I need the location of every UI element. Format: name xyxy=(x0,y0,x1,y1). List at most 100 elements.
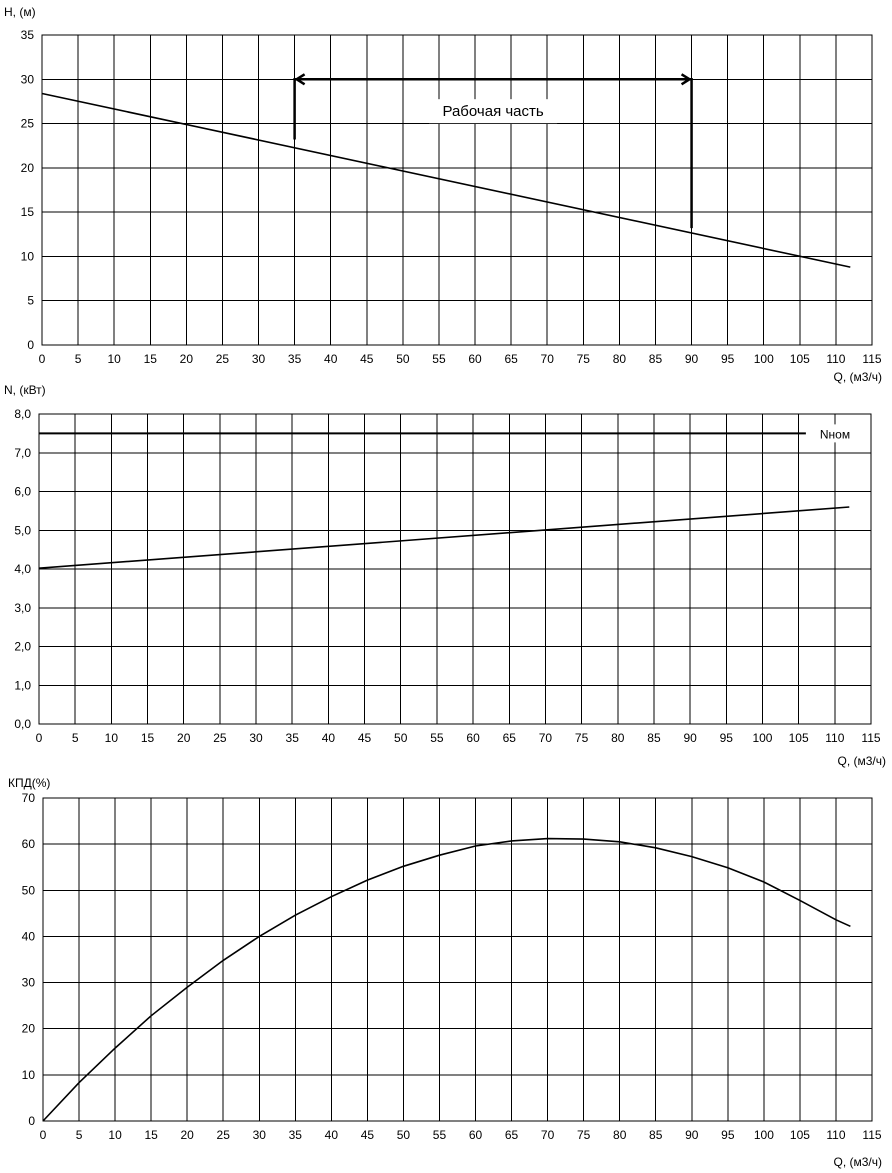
x-tick-label: 80 xyxy=(613,1128,627,1142)
x-tick-label: 10 xyxy=(108,1128,122,1142)
x-tick-label: 5 xyxy=(72,731,79,745)
x-tick-label: 35 xyxy=(289,1128,303,1142)
y-tick-label: 1,0 xyxy=(14,678,31,692)
y-tick-label: 20 xyxy=(21,161,35,175)
efficiency-chart-y-ticks: 0 10 20 30 40 50 60 70 xyxy=(22,791,36,1128)
efficiency-chart-y-label: КПД(%) xyxy=(8,776,50,790)
x-tick-label: 15 xyxy=(144,352,158,366)
x-tick-label: 60 xyxy=(466,731,480,745)
x-tick-label: 70 xyxy=(541,1128,555,1142)
y-tick-label: 30 xyxy=(22,976,36,990)
y-tick-label: 60 xyxy=(22,837,36,851)
efficiency-chart-grid xyxy=(43,798,872,1121)
efficiency-chart-x-ticks: 0 5 10 15 20 25 30 35 40 45 50 55 60 65 70 75 80 85 90 95 10… xyxy=(40,1128,882,1142)
x-tick-label: 65 xyxy=(504,352,518,366)
power-chart-x-ticks: 0 5 10 15 20 25 30 35 40 45 50 55 60 65 70 75 80 85 90 95 10… xyxy=(36,731,881,745)
x-tick-label: 35 xyxy=(286,731,300,745)
x-tick-label: 75 xyxy=(575,731,589,745)
x-tick-label: 90 xyxy=(683,731,697,745)
y-tick-label: 20 xyxy=(22,1022,36,1036)
head-chart-y-ticks: 0 5 10 15 20 25 30 35 xyxy=(21,28,35,352)
x-tick-label: 95 xyxy=(721,352,735,366)
x-tick-label: 55 xyxy=(430,731,444,745)
power-chart-frame xyxy=(38,413,872,725)
y-tick-label: 7,0 xyxy=(14,446,31,460)
power-chart-grid xyxy=(39,414,871,724)
x-tick-label: 80 xyxy=(611,731,625,745)
head-chart-x-ticks: 0 5 10 15 20 25 30 35 40 45 50 55 60 65 70 75 80 85 90 95 10… xyxy=(39,352,882,366)
y-tick-label: 30 xyxy=(21,72,35,86)
x-tick-label: 115 xyxy=(861,731,880,745)
x-tick-label: 60 xyxy=(469,1128,483,1142)
x-tick-label: 25 xyxy=(213,731,227,745)
x-tick-label: 110 xyxy=(825,731,844,745)
x-tick-label: 30 xyxy=(253,1128,267,1142)
x-tick-label: 95 xyxy=(720,731,734,745)
x-tick-label: 55 xyxy=(433,1128,447,1142)
x-tick-label: 105 xyxy=(790,1128,810,1142)
x-tick-label: 115 xyxy=(862,1128,881,1142)
nominal-power-label: Nном xyxy=(820,427,850,441)
y-tick-label: 15 xyxy=(21,205,35,219)
x-tick-label: 10 xyxy=(107,352,121,366)
y-tick-label: 4,0 xyxy=(14,562,31,576)
x-tick-label: 115 xyxy=(862,352,881,366)
x-tick-label: 35 xyxy=(288,352,302,366)
power-chart: 0,0 1,0 2,0 3,0 4,0 5,0 6,0 7,0 8,0 0 5 10 15 20 25 30… xyxy=(4,383,886,768)
y-tick-label: 35 xyxy=(21,28,35,42)
power-chart-y-ticks: 0,0 1,0 2,0 3,0 4,0 5,0 6,0 7,0 8,0 xyxy=(14,407,31,731)
x-tick-label: 60 xyxy=(468,352,482,366)
x-tick-label: 80 xyxy=(613,352,627,366)
y-tick-label: 0,0 xyxy=(14,717,31,731)
working-zone-label-bg xyxy=(429,99,558,124)
efficiency-curve xyxy=(42,837,851,1122)
x-tick-label: 85 xyxy=(647,731,661,745)
y-tick-label: 6,0 xyxy=(14,485,31,499)
power-chart-x-label: Q, (м3/ч) xyxy=(837,754,886,768)
x-tick-label: 100 xyxy=(752,731,772,745)
power-curve xyxy=(38,506,850,569)
x-tick-label: 85 xyxy=(649,352,663,366)
x-tick-label: 65 xyxy=(505,1128,519,1142)
y-tick-label: 5 xyxy=(27,294,34,308)
y-tick-label: 10 xyxy=(21,249,35,263)
y-tick-label: 2,0 xyxy=(14,640,31,654)
x-tick-label: 25 xyxy=(216,352,230,366)
x-tick-label: 20 xyxy=(180,1128,194,1142)
x-tick-label: 40 xyxy=(325,1128,339,1142)
x-tick-label: 45 xyxy=(360,352,374,366)
y-tick-label: 70 xyxy=(22,791,36,805)
y-tick-label: 0 xyxy=(27,338,34,352)
efficiency-chart-frame xyxy=(42,797,873,1122)
efficiency-chart: 0 10 20 30 40 50 60 70 0 5 10 15 20 25 30 35 40 45 50 55 60… xyxy=(8,776,882,1169)
y-tick-label: 0 xyxy=(28,1114,35,1128)
head-chart-grid xyxy=(42,35,872,345)
x-tick-label: 0 xyxy=(39,352,46,366)
head-chart-working-zone: Рабочая часть xyxy=(293,73,693,229)
x-tick-label: 25 xyxy=(217,1128,231,1142)
x-tick-label: 95 xyxy=(721,1128,735,1142)
x-tick-label: 105 xyxy=(790,352,810,366)
x-tick-label: 15 xyxy=(141,731,155,745)
y-tick-label: 25 xyxy=(21,117,35,131)
x-tick-label: 40 xyxy=(324,352,338,366)
x-tick-label: 50 xyxy=(397,1128,411,1142)
x-tick-label: 70 xyxy=(539,731,553,745)
x-tick-label: 65 xyxy=(503,731,517,745)
power-chart-y-label: N, (кВт) xyxy=(4,383,46,397)
x-tick-label: 100 xyxy=(754,1128,774,1142)
x-tick-label: 0 xyxy=(36,731,43,745)
y-tick-label: 5,0 xyxy=(14,523,31,537)
x-tick-label: 110 xyxy=(826,352,845,366)
head-curve xyxy=(41,92,851,268)
head-chart-x-label: Q, (м3/ч) xyxy=(833,370,882,384)
y-tick-label: 40 xyxy=(22,929,36,943)
working-zone-label: Рабочая часть xyxy=(442,103,543,120)
head-chart-y-label: H, (м) xyxy=(4,5,36,19)
x-tick-label: 50 xyxy=(394,731,408,745)
x-tick-label: 20 xyxy=(180,352,194,366)
x-tick-label: 20 xyxy=(177,731,191,745)
x-tick-label: 85 xyxy=(649,1128,663,1142)
y-tick-label: 8,0 xyxy=(14,407,31,421)
x-tick-label: 70 xyxy=(541,352,555,366)
